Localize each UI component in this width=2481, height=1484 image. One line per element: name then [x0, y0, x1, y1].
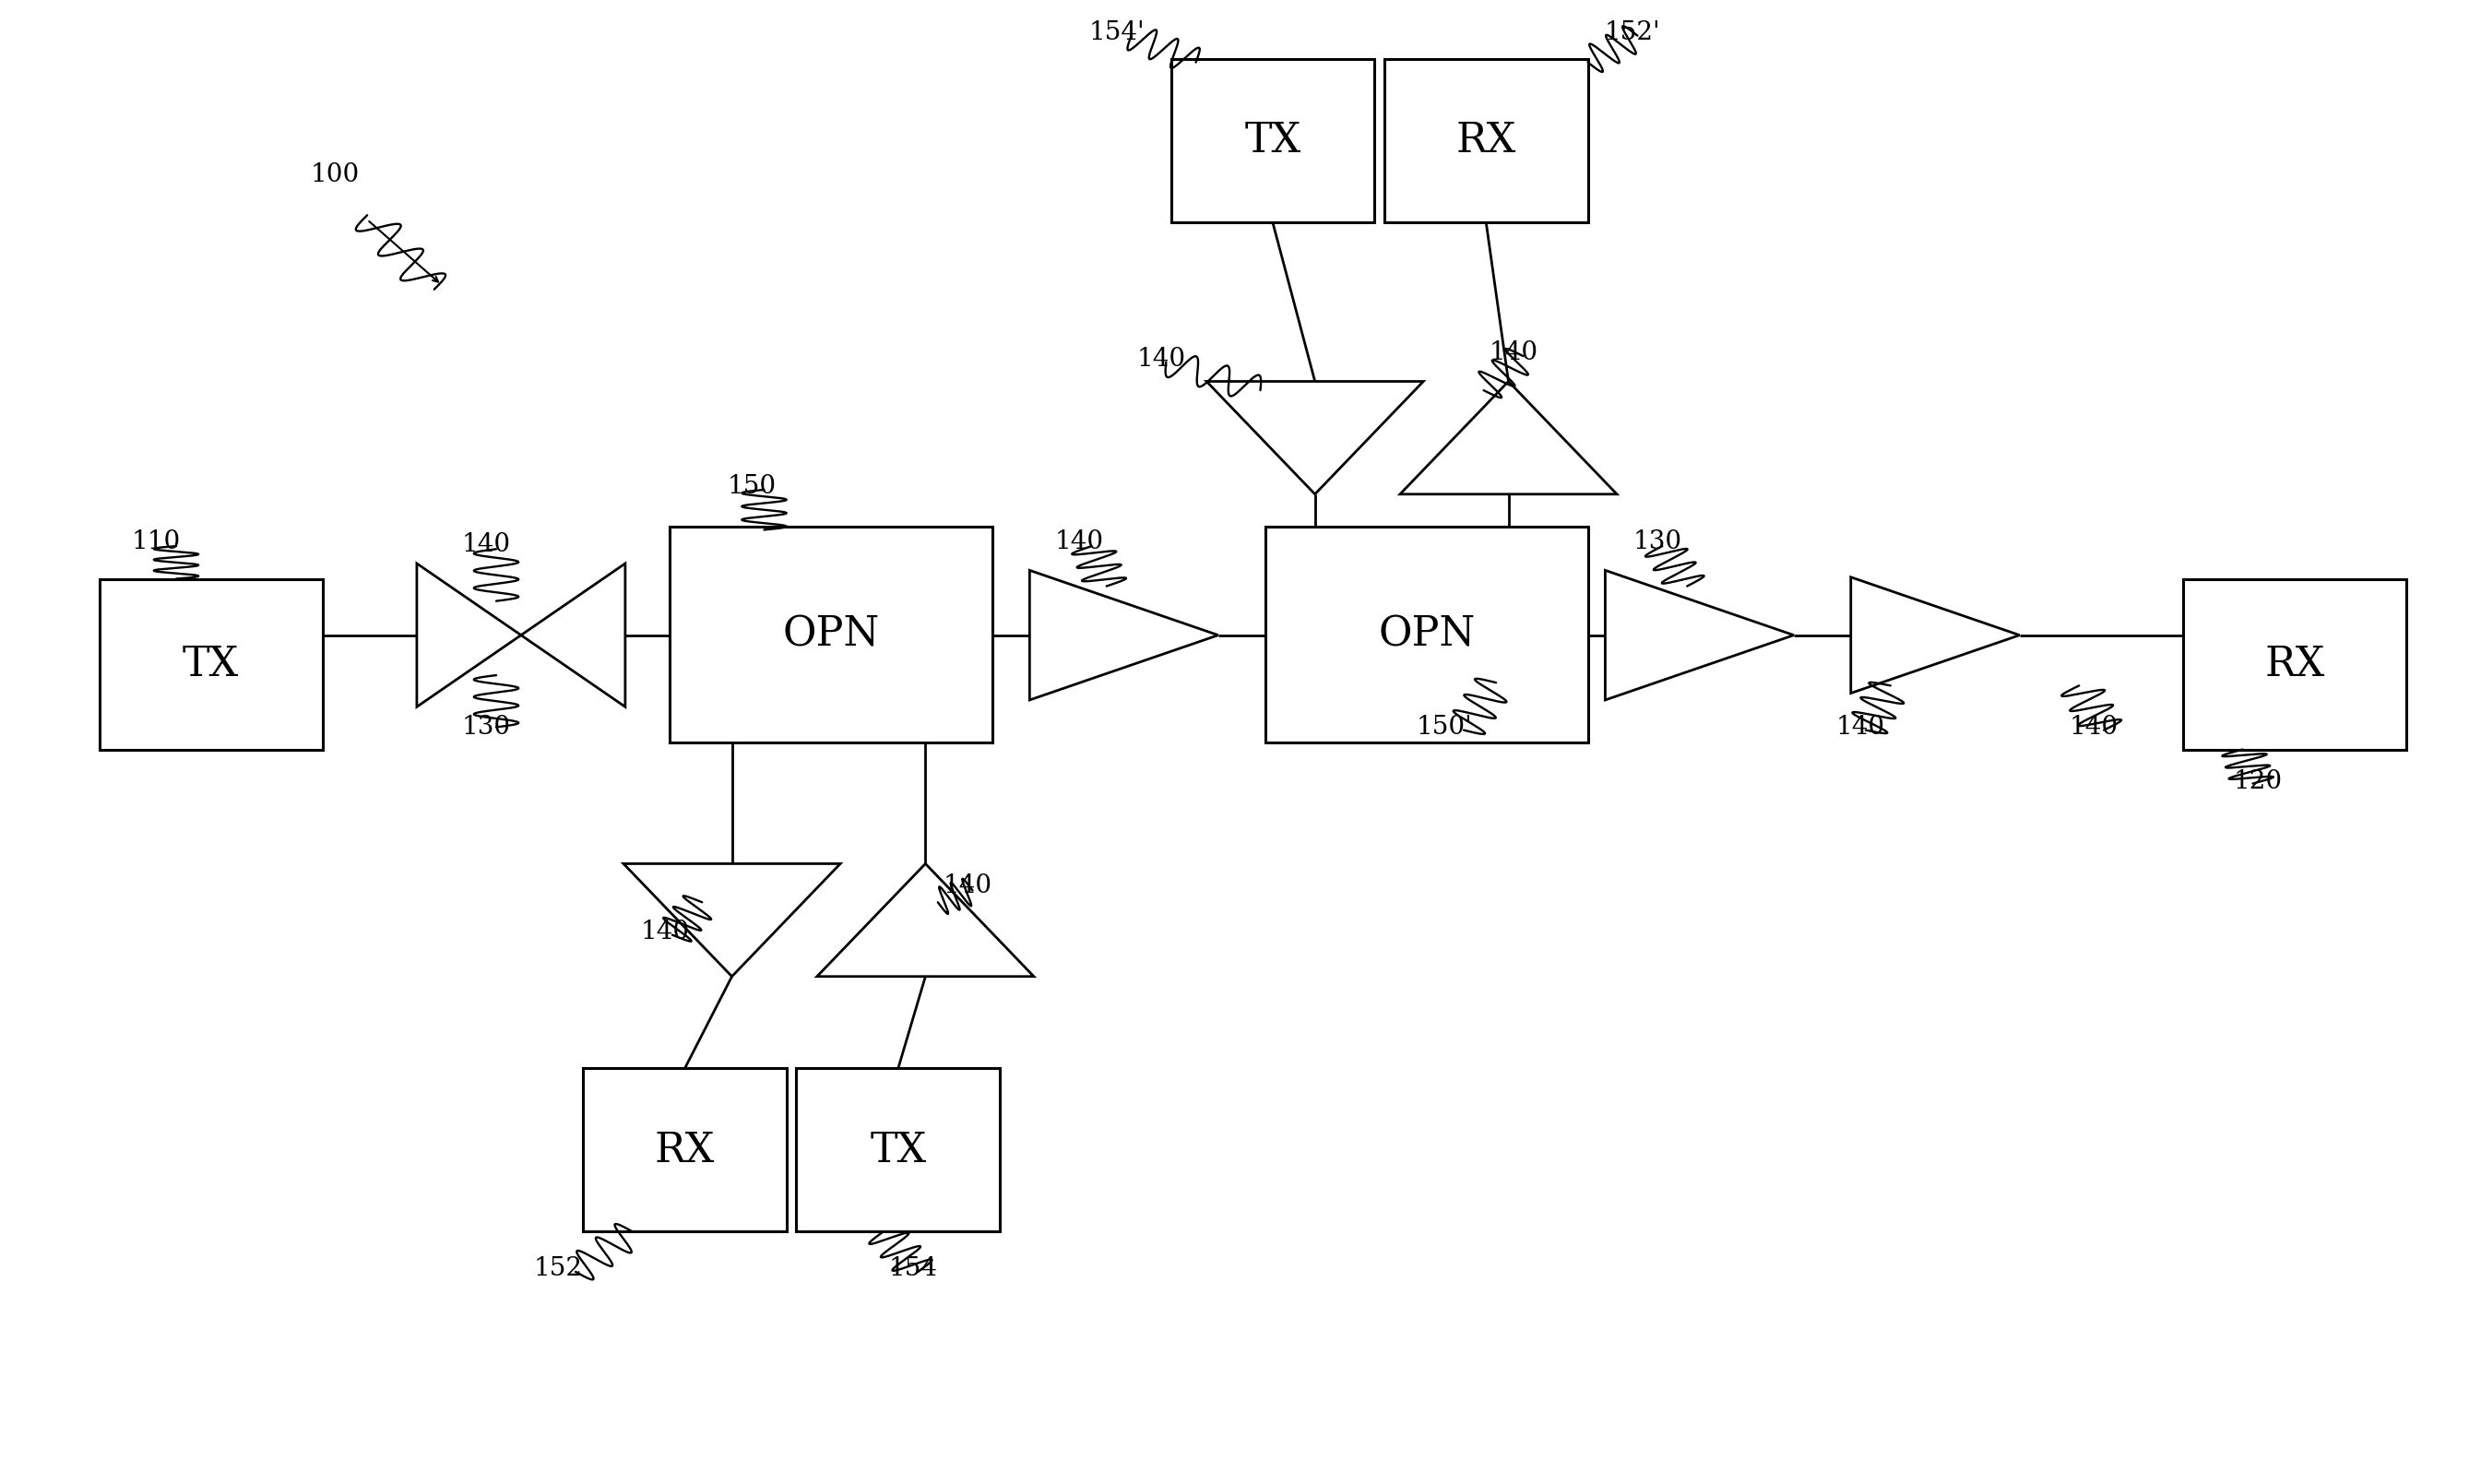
Text: 120: 120 — [2233, 770, 2283, 794]
Bar — [1384, 59, 1588, 223]
Text: 140: 140 — [461, 533, 511, 556]
Polygon shape — [1605, 570, 1794, 700]
Bar — [670, 527, 992, 742]
Text: 140: 140 — [1836, 715, 1886, 739]
Text: TX: TX — [871, 1131, 925, 1169]
Bar — [1171, 59, 1374, 223]
Text: RX: RX — [1456, 122, 1516, 160]
Polygon shape — [417, 564, 521, 706]
Text: 130: 130 — [1632, 530, 1682, 554]
Bar — [1265, 527, 1588, 742]
Polygon shape — [1851, 577, 2020, 693]
Text: 140: 140 — [1489, 341, 1538, 365]
Text: TX: TX — [184, 644, 238, 684]
Text: 140: 140 — [1136, 347, 1186, 371]
Bar — [583, 1068, 786, 1232]
Polygon shape — [623, 864, 841, 976]
Text: 150: 150 — [727, 475, 777, 499]
Text: 110: 110 — [131, 530, 181, 554]
Text: 150': 150' — [1417, 715, 1471, 739]
Text: 140: 140 — [640, 920, 690, 944]
Text: 154': 154' — [1089, 21, 1144, 45]
Polygon shape — [816, 864, 1035, 976]
Text: 140: 140 — [943, 874, 992, 898]
Polygon shape — [1206, 381, 1424, 494]
Bar — [99, 579, 323, 749]
Text: RX: RX — [655, 1131, 715, 1169]
Text: 130: 130 — [461, 715, 511, 739]
Bar — [796, 1068, 1000, 1232]
Polygon shape — [1399, 381, 1618, 494]
Text: 100: 100 — [310, 163, 360, 187]
Text: 140: 140 — [1054, 530, 1104, 554]
Text: OPN: OPN — [1377, 614, 1476, 654]
Text: 154: 154 — [888, 1257, 938, 1281]
Text: OPN: OPN — [782, 614, 881, 654]
Bar — [2183, 579, 2407, 749]
Polygon shape — [1030, 570, 1218, 700]
Polygon shape — [521, 564, 625, 706]
Text: RX: RX — [2265, 644, 2325, 684]
Text: TX: TX — [1245, 122, 1300, 160]
Text: 152': 152' — [1605, 21, 1660, 45]
Text: 152: 152 — [533, 1257, 583, 1281]
Text: 140: 140 — [2069, 715, 2119, 739]
